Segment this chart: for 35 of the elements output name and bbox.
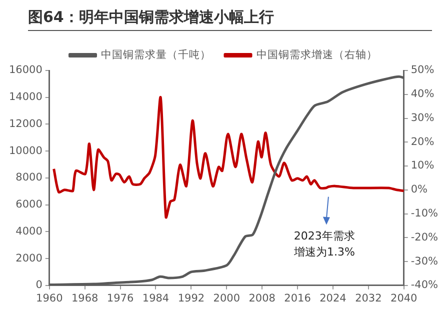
x-tick-label: 2000 <box>213 292 240 304</box>
x-tick-label: 2016 <box>284 292 312 304</box>
y2-tick-label: -40% <box>410 279 438 292</box>
y-tick-label: 4000 <box>16 225 42 238</box>
y-tick-label: 2000 <box>16 252 42 264</box>
x-tick-label: 2032 <box>355 292 382 304</box>
line-series <box>52 96 404 218</box>
y-tick-label: 0 <box>36 279 42 292</box>
x-tick-label: 1992 <box>178 292 205 304</box>
y2-tick-label: 20% <box>410 136 434 148</box>
y2-tick-label: 50% <box>410 64 434 76</box>
y-tick-label: 10000 <box>8 144 42 157</box>
legend-label: 中国铜需求量（千吨） <box>101 48 211 61</box>
x-tick-label: 2024 <box>320 292 347 304</box>
x-tick-label: 2008 <box>248 292 276 304</box>
annotation: 2023年需求增速为1.3% <box>292 230 355 259</box>
y-tick-label: 8000 <box>16 172 42 184</box>
y2-tick-label: -10% <box>410 208 438 220</box>
chart-title: 图64：明年中国铜需求增速小幅上行 <box>28 8 432 31</box>
y-tick-label: 6000 <box>16 198 42 211</box>
legend-label: 中国铜需求增速（右轴） <box>256 48 378 61</box>
x-tick-label: 2040 <box>390 292 418 304</box>
x-tick-label: 1960 <box>36 292 63 304</box>
y2-tick-label: 0% <box>410 184 428 196</box>
y-tick-label: 14000 <box>8 91 42 104</box>
y2-tick-label: -30% <box>410 255 438 268</box>
x-tick-label: 1976 <box>106 292 134 304</box>
x-tick-label: 1968 <box>71 292 98 304</box>
y2-tick-label: 30% <box>410 112 434 124</box>
x-tick-label: 1984 <box>142 292 170 304</box>
y2-tick-label: 40% <box>410 88 434 100</box>
y2-tick-label: 10% <box>410 160 434 172</box>
y2-tick-label: -20% <box>410 231 438 244</box>
y-tick-label: 16000 <box>8 64 42 76</box>
y-tick-label: 12000 <box>8 118 42 130</box>
